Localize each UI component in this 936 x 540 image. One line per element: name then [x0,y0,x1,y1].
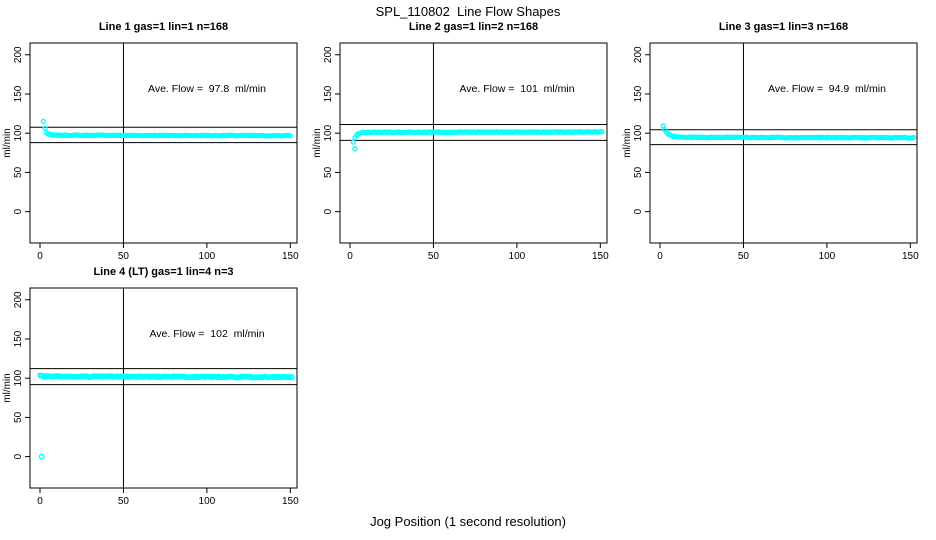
ave-flow-annotation: Ave. Flow = 101 ml/min [459,83,575,95]
x-tick-label: 150 [902,251,919,262]
y-tick-label: 50 [633,166,644,178]
y-tick-label: 0 [13,208,24,214]
subplot-title: Line 2 gas=1 lin=2 n=168 [408,21,539,33]
y-tick-label: 150 [13,85,24,102]
plot-area-svg: ml/min 0 50 100 150 0 50 100 150 200 [622,42,919,262]
x-tick-label: 0 [37,251,43,262]
ave-flow-annotation: Ave. Flow = 102 ml/min [149,328,265,340]
plot-area-svg: ml/min 0 50 100 150 0 50 100 150 200 [2,287,299,507]
x-tick-label: 0 [37,496,43,507]
y-tick-label: 100 [13,369,24,386]
subplot-title: Line 1 gas=1 lin=1 n=168 [98,21,229,33]
figure-title: SPL_110802 Line Flow Shapes [375,4,561,19]
x-tick-label: 100 [819,251,836,262]
y-axis-label: ml/min [2,128,13,157]
y-tick-label: 100 [323,124,334,141]
subplot-title: Line 3 gas=1 lin=3 n=168 [718,21,849,33]
plot-area-svg: ml/min 0 50 100 150 0 50 100 150 200 [312,42,609,262]
y-tick-label: 200 [323,46,334,63]
y-tick-label: 0 [13,453,24,459]
y-tick-label: 0 [323,208,334,214]
y-tick-label: 150 [13,330,24,347]
y-tick-label: 0 [633,208,644,214]
x-tick-label: 150 [282,251,299,262]
ave-flow-annotation: Ave. Flow = 94.9 ml/min [768,83,886,95]
y-tick-label: 100 [13,124,24,141]
y-tick-label: 50 [13,166,24,178]
y-tick-label: 50 [323,166,334,178]
x-tick-label: 50 [428,251,440,262]
subplot-line-4: Line 4 (LT) gas=1 lin=4 n=3 ml/min 0 50 10… [0,263,310,513]
x-axis-caption: Jog Position (1 second resolution) [370,514,566,529]
x-tick-label: 50 [118,496,130,507]
y-tick-label: 100 [633,124,644,141]
x-tick-label: 100 [199,496,216,507]
y-axis-label: ml/min [2,373,13,402]
y-axis-label: ml/min [312,128,323,157]
y-tick-label: 200 [633,46,644,63]
y-axis-label: ml/min [622,128,633,157]
subplot-line-1: Line 1 gas=1 lin=1 n=168 ml/min 0 50 100 15… [0,18,310,268]
y-tick-label: 150 [633,85,644,102]
ave-flow-annotation: Ave. Flow = 97.8 ml/min [148,83,266,95]
subplot-line-2: Line 2 gas=1 lin=2 n=168 ml/min 0 50 100 15… [310,18,620,268]
x-tick-label: 50 [738,251,750,262]
y-tick-label: 200 [13,46,24,63]
subplot-line-3: Line 3 gas=1 lin=3 n=168 ml/min 0 50 100 15… [620,18,930,268]
x-tick-label: 150 [592,251,609,262]
plot-area-svg: ml/min 0 50 100 150 0 50 100 150 200 [2,42,299,262]
x-tick-label: 0 [657,251,663,262]
x-tick-label: 0 [347,251,353,262]
y-tick-label: 50 [13,411,24,423]
x-tick-label: 100 [509,251,526,262]
subplot-title: Line 4 (LT) gas=1 lin=4 n=3 [93,266,234,278]
x-tick-label: 50 [118,251,130,262]
y-tick-label: 200 [13,291,24,308]
y-tick-label: 150 [323,85,334,102]
x-tick-label: 150 [282,496,299,507]
x-tick-label: 100 [199,251,216,262]
